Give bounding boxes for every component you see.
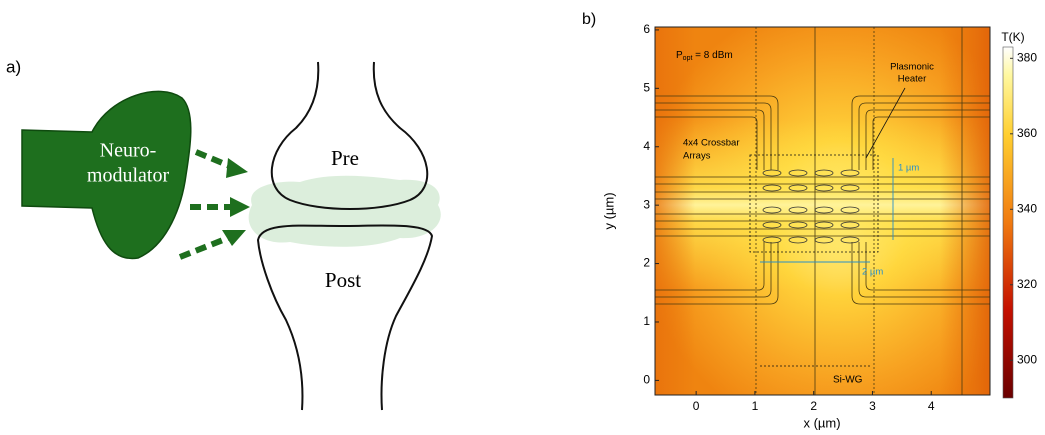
colorbar-tick-label: 300 — [1017, 352, 1037, 366]
crossbar-label: 4x4 Crossbar — [683, 138, 740, 149]
y-axis-label: y (µm) — [601, 192, 616, 229]
heater-label: Heater — [898, 74, 927, 85]
arrow-heads — [222, 158, 250, 246]
heatmap — [655, 27, 990, 395]
x-tick-label: 4 — [928, 399, 935, 413]
colorbar — [1003, 47, 1013, 398]
y-tick-label: 0 — [643, 373, 650, 387]
heater-label: Plasmonic — [890, 62, 934, 73]
colorbar-tick-label: 360 — [1017, 126, 1037, 140]
x-tick-label: 2 — [810, 399, 817, 413]
colorbar-tick-label: 320 — [1017, 277, 1037, 291]
waveguide-label: Si-WG — [833, 375, 863, 386]
y-tick-label: 4 — [643, 139, 650, 153]
colorbar-title: T(K) — [1001, 30, 1024, 44]
y-tick-label: 6 — [643, 22, 650, 36]
colorbar-tick-label: 340 — [1017, 201, 1037, 215]
x-tick-label: 1 — [752, 399, 759, 413]
y-tick-label: 2 — [643, 256, 650, 270]
width-label: 2 µm — [862, 267, 883, 278]
y-tick-label: 5 — [643, 81, 650, 95]
x-axis-label: x (µm) — [803, 415, 840, 430]
colorbar-tick-label: 380 — [1017, 50, 1037, 64]
heatmap-edge — [655, 27, 990, 395]
figure: a) Neuro- modulator Pre Post b) — [0, 0, 1045, 435]
y-tick-label: 1 — [643, 314, 650, 328]
height-label: 1 µm — [898, 163, 919, 174]
neuromodulator-label: modulator — [87, 165, 170, 187]
power-value: = 8 dBm — [692, 50, 732, 61]
y-tick-label: 3 — [643, 197, 650, 211]
post-label: Post — [325, 268, 361, 292]
pre-label: Pre — [331, 146, 359, 170]
post-terminal — [258, 225, 432, 410]
neuromodulator-label: Neuro- — [100, 140, 157, 162]
x-tick-label: 3 — [869, 399, 876, 413]
panel-label: b) — [582, 11, 596, 28]
crossbar-label: Arrays — [683, 151, 711, 162]
power-subscript: opt — [683, 55, 693, 62]
panel-label: a) — [6, 57, 21, 76]
x-tick-label: 0 — [693, 399, 700, 413]
synaptic-cleft — [249, 176, 441, 247]
